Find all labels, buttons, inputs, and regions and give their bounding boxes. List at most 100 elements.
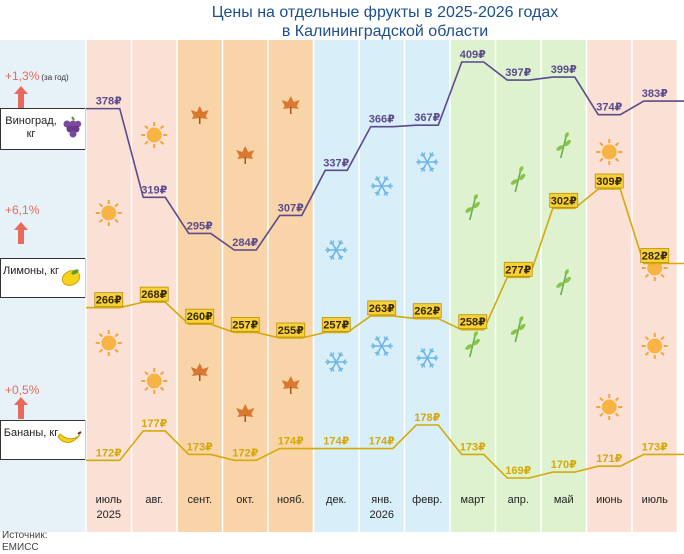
grapes-change: +1,3% (за год) xyxy=(5,69,69,83)
data-label: 277₽ xyxy=(505,264,531,276)
sprout-icon xyxy=(510,166,526,193)
snowflake-icon xyxy=(325,352,348,372)
year-label: 2025 xyxy=(97,509,121,521)
data-label-box xyxy=(230,317,260,332)
month-band-9 xyxy=(450,40,496,532)
month-label: март xyxy=(460,494,485,506)
maple-leaf-icon xyxy=(190,106,209,124)
lemons-change-value: +6,1% xyxy=(5,203,40,217)
sun-icon xyxy=(596,139,623,165)
data-label: 173₽ xyxy=(642,441,668,453)
data-label: 284₽ xyxy=(232,237,258,249)
up-arrow-icon xyxy=(14,86,28,108)
grapes-icon xyxy=(63,116,82,138)
month-label: февр. xyxy=(412,494,442,506)
data-label: 177₽ xyxy=(141,418,167,430)
data-label: 255₽ xyxy=(278,325,304,337)
bananas-change-value: +0,5% xyxy=(5,383,40,397)
title-line-2: в Калининградской области xyxy=(281,23,489,40)
sun-icon xyxy=(95,330,122,356)
data-label: 173₽ xyxy=(460,441,486,453)
data-label: 260₽ xyxy=(187,311,213,323)
data-label: 302₽ xyxy=(551,195,577,207)
source-note: Источник: ЕМИСС xyxy=(2,530,82,554)
month-label: янв. xyxy=(371,494,392,506)
data-label: 367₽ xyxy=(414,112,440,124)
data-label-box xyxy=(503,261,533,277)
data-label: 174₽ xyxy=(369,436,395,448)
sprout-icon xyxy=(556,132,571,159)
sun-icon xyxy=(141,122,168,148)
maple-leaf-icon xyxy=(236,404,255,422)
maple-leaf-icon xyxy=(281,96,300,114)
month-label: нояб. xyxy=(277,494,305,506)
grapes-change-value: +1,3% xyxy=(5,69,40,83)
grapes-legend: Виноград, кг xyxy=(0,108,86,150)
data-label: 383₽ xyxy=(642,88,668,100)
month-label: апр. xyxy=(508,494,529,506)
month-band-10 xyxy=(495,40,541,532)
series-line-2 xyxy=(86,188,684,339)
title-line-1: Цены на отдельные фрукты в 2025-2026 год… xyxy=(211,4,559,21)
snowflake-icon xyxy=(370,176,393,196)
month-band-7 xyxy=(359,40,405,532)
data-label: 169₽ xyxy=(505,465,531,477)
chart-title: Цены на отдельные фрукты в 2025-2026 год… xyxy=(86,3,684,41)
price-chart: июль 2025 авг. сент. окт. нояб. дек. янв. 2026 фе… xyxy=(85,40,684,532)
data-label: 319₽ xyxy=(141,184,167,196)
data-label-box xyxy=(367,300,397,316)
banana-icon xyxy=(57,431,82,443)
data-label: 307₽ xyxy=(278,202,304,214)
data-label-box xyxy=(458,314,488,330)
month-label: окт. xyxy=(236,494,254,506)
legend-panel: +1,3% (за год) Виноград, кг +6,1% Лимоны,… xyxy=(0,40,86,553)
data-label: 262₽ xyxy=(414,306,440,318)
data-label: 178₽ xyxy=(414,412,440,424)
source-name: ЕМИСС xyxy=(2,542,39,553)
data-label-box xyxy=(412,303,442,319)
sprout-icon xyxy=(465,331,480,358)
sprout-icon xyxy=(465,194,480,221)
data-label-box xyxy=(185,308,215,324)
data-label: 309₽ xyxy=(596,176,622,188)
sun-icon xyxy=(95,200,122,226)
month-band-2 xyxy=(131,40,177,532)
month-band-4 xyxy=(222,40,268,532)
data-label: 374₽ xyxy=(596,102,622,114)
data-label: 409₽ xyxy=(460,49,486,61)
data-label-box xyxy=(549,192,579,208)
month-band-12 xyxy=(586,40,632,532)
bananas-change: +0,5% xyxy=(5,383,39,397)
data-label: 172₽ xyxy=(96,447,122,459)
month-label: авг. xyxy=(145,494,163,506)
up-arrow-icon xyxy=(14,397,28,419)
bananas-legend: Бананы, кг xyxy=(0,420,86,460)
snowflake-icon xyxy=(370,336,393,356)
month-band-13 xyxy=(632,40,678,532)
maple-leaf-icon xyxy=(281,376,300,394)
data-label: 170₽ xyxy=(551,459,577,471)
series-line-1 xyxy=(86,61,684,251)
lemons-name: Лимоны, кг xyxy=(3,265,59,277)
lemons-change: +6,1% xyxy=(5,203,39,217)
data-label-box xyxy=(640,248,670,263)
data-label: 174₽ xyxy=(323,436,349,448)
data-label: 174₽ xyxy=(278,436,304,448)
data-label: 366₽ xyxy=(369,114,395,126)
month-label: дек. xyxy=(326,494,346,506)
grapes-name: Виноград, кг xyxy=(5,115,57,140)
year-label: 2026 xyxy=(370,509,394,521)
month-band-6 xyxy=(313,40,359,532)
sun-icon xyxy=(596,394,623,420)
data-label: 257₽ xyxy=(232,319,258,331)
data-label-box xyxy=(139,286,169,302)
month-label: июнь xyxy=(596,494,622,506)
sun-icon xyxy=(641,333,668,359)
sprout-icon xyxy=(556,269,571,296)
data-label: 173₽ xyxy=(187,441,213,453)
data-label: 257₽ xyxy=(323,319,349,331)
data-label: 337₽ xyxy=(323,157,349,169)
data-label: 397₽ xyxy=(505,67,531,79)
infographic: +1,3% (за год) Виноград, кг +6,1% Лимоны,… xyxy=(0,3,684,553)
maple-leaf-icon xyxy=(236,146,255,164)
